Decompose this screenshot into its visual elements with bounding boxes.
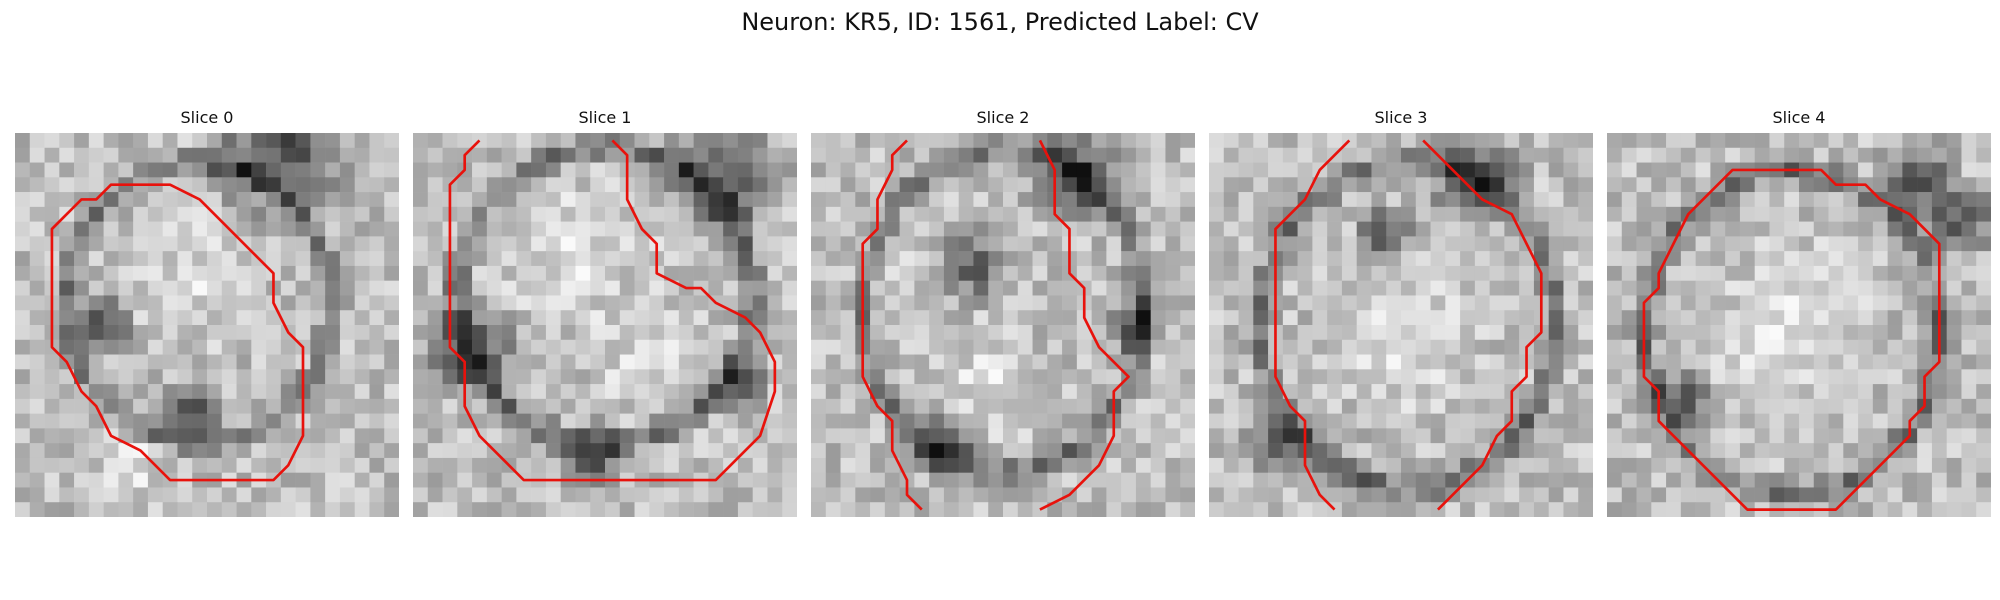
neuron-contour <box>448 139 777 482</box>
slice-title: Slice 2 <box>976 108 1030 127</box>
grayscale-texture <box>413 133 797 517</box>
slice-image <box>15 133 399 517</box>
neuron-contour <box>50 183 305 482</box>
slice-image <box>1209 133 1593 517</box>
neuron-contour <box>1274 139 1351 511</box>
slice-panel-0: Slice 0 <box>15 108 399 517</box>
figure-title: Neuron: KR5, ID: 1561, Predicted Label: … <box>741 8 1259 36</box>
slice-image <box>811 133 1195 517</box>
neuron-contour-secondary <box>1422 139 1543 511</box>
slice-image <box>413 133 797 517</box>
slice-title: Slice 1 <box>578 108 632 127</box>
slice-title: Slice 0 <box>180 108 234 127</box>
slice-panel-3: Slice 3 <box>1209 108 1593 517</box>
grayscale-texture <box>811 133 1195 517</box>
neuron-contour <box>861 139 923 511</box>
grayscale-texture <box>1607 133 1991 517</box>
neuron-contour-secondary <box>1038 139 1130 511</box>
grayscale-texture <box>1209 133 1593 517</box>
slice-image <box>1607 133 1991 517</box>
slice-title: Slice 3 <box>1374 108 1428 127</box>
grayscale-texture <box>15 133 399 517</box>
neuron-contour <box>1642 168 1941 511</box>
slice-panel-1: Slice 1 <box>413 108 797 517</box>
slice-title: Slice 4 <box>1772 108 1826 127</box>
slice-panel-4: Slice 4 <box>1607 108 1991 517</box>
slice-panel-2: Slice 2 <box>811 108 1195 517</box>
